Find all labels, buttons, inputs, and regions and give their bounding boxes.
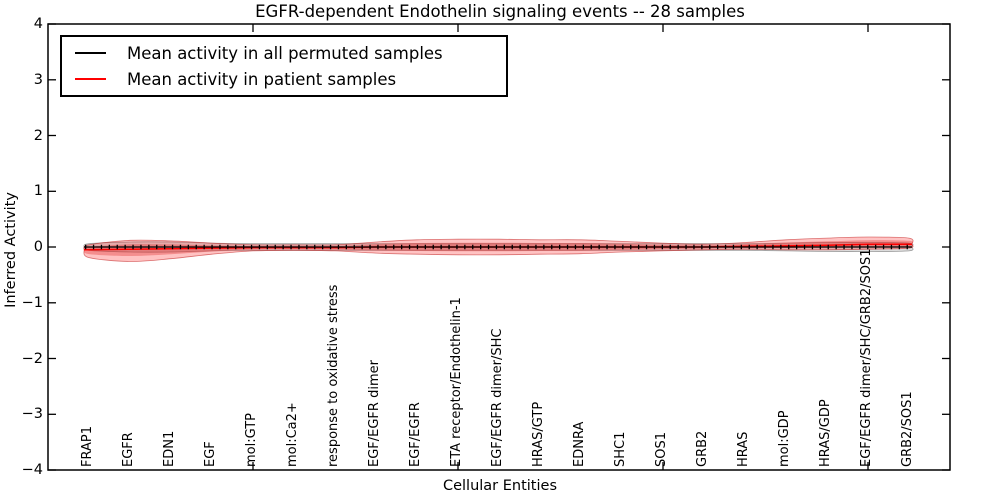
- x-tick-label: EGF/EGFR dimer/SHC: [490, 328, 505, 467]
- x-tick-label: GRB2/SOS1: [900, 391, 915, 467]
- chart-title: EGFR-dependent Endothelin signaling even…: [255, 2, 745, 21]
- x-tick-label: EGF/EGFR dimer/SHC/GRB2/SOS1: [859, 248, 874, 468]
- y-tick-label: 2: [33, 128, 43, 144]
- x-tick-label: EGF/EGFR: [408, 402, 423, 467]
- y-tick-label: −4: [21, 462, 43, 478]
- y-axis-label: Inferred Activity: [3, 192, 19, 308]
- legend: Mean activity in all permuted samples Me…: [60, 35, 508, 97]
- x-tick-label: HRAS/GDP: [818, 399, 833, 467]
- y-tick-label: 1: [33, 183, 43, 199]
- y-tick-label: −3: [21, 406, 43, 422]
- legend-item-permuted: Mean activity in all permuted samples: [62, 40, 506, 66]
- x-tick-label: EGF/EGFR dimer: [367, 360, 382, 467]
- x-tick-label: mol:GDP: [777, 410, 792, 467]
- legend-label-patient: Mean activity in patient samples: [127, 69, 397, 89]
- x-tick-label: EDN1: [162, 430, 177, 467]
- y-tick-label: −2: [21, 351, 43, 367]
- x-tick-label: ETA receptor/Endothelin-1: [449, 297, 464, 467]
- legend-line-patient-icon: [75, 78, 106, 80]
- x-tick-label: HRAS: [736, 431, 751, 467]
- y-tick-label: −1: [21, 295, 43, 311]
- x-tick-label: HRAS/GTP: [531, 401, 546, 467]
- x-tick-label: EGFR: [121, 432, 136, 467]
- x-tick-label: GRB2: [695, 430, 710, 467]
- violin-patient-inner: [83, 240, 914, 256]
- x-tick-label: EGF: [203, 441, 218, 467]
- x-tick-label: mol:Ca2+: [285, 402, 300, 467]
- y-tick-label: 0: [33, 239, 43, 255]
- legend-label-permuted: Mean activity in all permuted samples: [127, 43, 443, 63]
- legend-line-permuted-icon: [75, 52, 106, 54]
- x-tick-label: EDNRA: [572, 421, 587, 467]
- x-tick-label: SHC1: [613, 431, 628, 467]
- x-tick-label: response to oxidative stress: [326, 284, 341, 467]
- x-tick-label: FRAP1: [80, 426, 95, 467]
- x-axis-label: Cellular Entities: [442, 478, 558, 494]
- y-tick-label: 4: [33, 16, 43, 32]
- x-tick-label: SOS1: [654, 431, 669, 467]
- legend-item-patient: Mean activity in patient samples: [62, 66, 506, 92]
- y-tick-label: 3: [33, 72, 43, 88]
- x-tick-label: mol:GTP: [244, 413, 259, 467]
